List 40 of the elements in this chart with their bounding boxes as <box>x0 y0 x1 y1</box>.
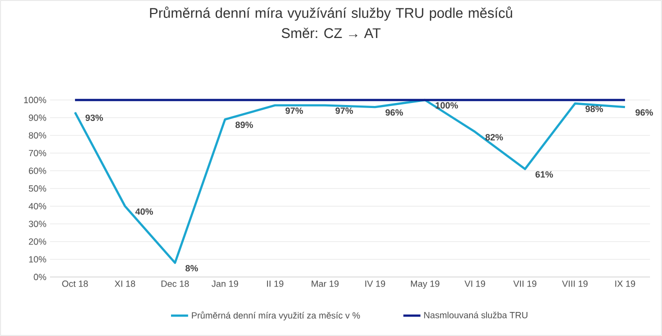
data-label: 82% <box>485 134 503 140</box>
x-tick-label: VI 19 <box>464 280 486 287</box>
data-label: 97% <box>286 107 303 114</box>
x-tick-label: Dec 18 <box>161 280 189 287</box>
data-label: 97% <box>336 107 353 114</box>
line-series <box>74 98 626 264</box>
x-tick-label: XI 18 <box>114 280 136 287</box>
data-label: 98% <box>586 106 603 112</box>
y-tick-label: 90% <box>28 114 46 121</box>
y-tick-label: 60% <box>28 168 46 174</box>
data-label: 61% <box>536 171 553 178</box>
x-tick-label: II 19 <box>267 280 284 287</box>
chart-title: Průměrná denní míra využívání služby TRU podle měsíců <box>150 6 512 21</box>
x-tick-label: Mar 19 <box>312 280 339 287</box>
x-tick-label: IV 19 <box>365 280 386 287</box>
data-label: 40% <box>135 208 153 215</box>
legend-label: Průměrná denní míra využití za měsíc v % <box>192 311 360 320</box>
y-tick-label: 0% <box>34 274 46 280</box>
y-tick-label: 100% <box>24 96 46 104</box>
data-label: 89% <box>235 122 253 128</box>
chart-subtitle: Směr: CZ → AT <box>282 28 381 38</box>
y-tick-label: 40% <box>28 202 46 210</box>
data-label: 93% <box>86 114 103 121</box>
data-label: 96% <box>636 109 653 116</box>
x-tick-label: VII 19 <box>513 280 536 287</box>
x-tick-label: IX 19 <box>615 280 636 287</box>
data-label: 96% <box>386 109 403 116</box>
y-tick-label: 30% <box>28 220 46 228</box>
y-tick-label: 70% <box>28 150 46 156</box>
x-tick-label: VIII 19 <box>562 280 588 287</box>
y-tick-label: 50% <box>28 185 46 192</box>
x-tick-label: Jan 19 <box>212 280 238 287</box>
data-label: 8% <box>185 265 198 272</box>
x-tick-label: Oct 18 <box>62 280 88 287</box>
data-label: 100% <box>436 102 458 109</box>
y-tick-label: 80% <box>28 132 46 139</box>
x-tick-label: May 19 <box>410 280 440 289</box>
y-tick-label: 10% <box>29 256 46 262</box>
legend-label: Nasmlouvaná služba TRU <box>424 312 528 318</box>
y-tick-label: 20% <box>28 238 46 245</box>
